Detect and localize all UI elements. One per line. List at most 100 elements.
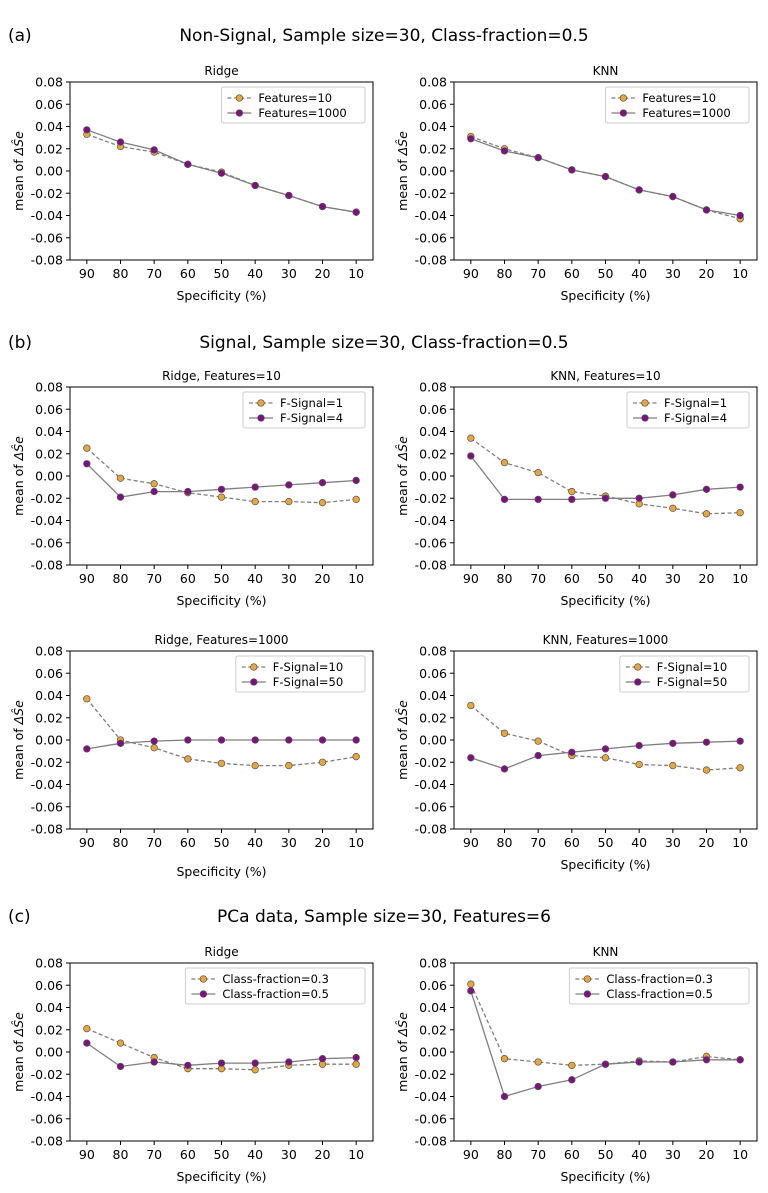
data-point (83, 1024, 91, 1033)
y-tick-label: -0.08 (31, 253, 63, 268)
y-axis-label: mean of ΔŜe (395, 131, 410, 211)
x-axis-label: Specificity (%) (176, 593, 266, 608)
data-point (736, 764, 744, 772)
x-tick-label: 20 (699, 835, 715, 850)
y-tick-label: 0.06 (35, 666, 63, 681)
x-tick-label: 70 (530, 835, 546, 850)
y-axis-label-math: ΔŜe (11, 131, 26, 156)
section-c-label: (c) (8, 907, 31, 927)
y-axis-label: mean of ΔŜe (395, 436, 410, 516)
y-tick-label: -0.02 (415, 1067, 447, 1082)
y-tick-label: 0.02 (419, 710, 447, 725)
x-tick-label: 10 (348, 571, 364, 586)
data-point (150, 480, 158, 488)
data-point (184, 1061, 192, 1069)
data-point (568, 166, 576, 174)
data-point (352, 476, 360, 485)
x-tick-label: 30 (281, 266, 297, 281)
data-point (116, 474, 125, 482)
y-tick-label: -0.08 (31, 822, 63, 837)
data-point (601, 754, 610, 762)
legend-marker (619, 109, 628, 117)
x-tick-label: 90 (463, 266, 479, 281)
x-axis-label: Specificity (%) (560, 1169, 650, 1184)
x-tick-label: 40 (631, 1147, 647, 1162)
legend-marker (634, 678, 642, 686)
legend-marker (257, 414, 265, 422)
x-tick-label: 60 (564, 571, 580, 586)
data-point (318, 736, 327, 744)
x-tick-label: 50 (598, 1147, 614, 1162)
chart-title: KNN, Features=10 (550, 369, 660, 383)
x-tick-label: 80 (497, 266, 513, 281)
x-tick-label: 20 (699, 571, 715, 586)
x-axis-label: Specificity (%) (176, 864, 266, 879)
x-tick-label: 10 (348, 266, 364, 281)
data-point (568, 495, 576, 504)
legend-marker (250, 678, 258, 686)
data-point (601, 745, 610, 753)
x-tick-label: 40 (247, 266, 263, 281)
x-tick-label: 40 (631, 571, 647, 586)
data-point (217, 493, 226, 501)
y-axis-label-math: ΔŜe (11, 436, 26, 461)
y-tick-label: 0.06 (419, 666, 447, 681)
x-tick-label: 20 (315, 266, 331, 281)
data-point (251, 1059, 259, 1067)
data-point (217, 1059, 226, 1067)
section-b-label: (b) (8, 333, 33, 353)
x-tick-label: 70 (146, 266, 162, 281)
y-tick-label: -0.02 (415, 491, 447, 506)
data-point (285, 761, 293, 770)
data-point (500, 1055, 509, 1063)
data-point (635, 1058, 643, 1066)
y-tick-label: 0.00 (419, 1045, 447, 1060)
y-tick-label: 0.00 (35, 164, 63, 179)
x-axis-label: Specificity (%) (560, 593, 650, 608)
x-tick-label: 10 (732, 266, 748, 281)
data-point (669, 491, 677, 499)
legend-box (220, 86, 366, 124)
series-line-a (86, 698, 357, 767)
data-point (568, 748, 576, 756)
y-tick-label: 0.06 (35, 402, 63, 417)
chart-ridge-features-1000: Ridge, Features=1000 0.08 0.06 0.04 0.02 0.00… (0, 631, 384, 881)
data-point (467, 452, 475, 460)
data-point (467, 135, 475, 143)
y-axis-label: mean of ΔŜe (11, 1012, 26, 1092)
y-tick-label: 0.00 (35, 1045, 63, 1060)
y-tick-label: -0.06 (31, 799, 63, 814)
x-tick-label: 50 (214, 266, 230, 281)
y-tick-label: 0.06 (419, 402, 447, 417)
section-a-label: (a) (8, 26, 32, 46)
section-a-title: Non-Signal, Sample size=30, Class-fracti… (179, 26, 589, 46)
x-tick-label: 20 (699, 1147, 715, 1162)
data-point (736, 211, 744, 220)
y-tick-label: 0.06 (35, 978, 63, 993)
data-point (534, 751, 542, 760)
data-point (669, 739, 677, 747)
data-point (736, 1056, 744, 1064)
y-tick-label: 0.02 (35, 141, 63, 156)
y-tick-label: -0.04 (415, 208, 447, 223)
x-tick-label: 20 (315, 835, 331, 850)
legend-label: F-Signal=1 (280, 396, 343, 410)
x-tick-label: 40 (247, 571, 263, 586)
legend-label: F-Signal=50 (273, 675, 343, 689)
x-tick-label: 60 (180, 1147, 196, 1162)
chart-knn-nonsignal: KNN 0.08 0.06 0.04 0.02 0.00 -0.02 -0.04 -0.06 -0… (384, 62, 768, 312)
legend-marker (235, 94, 244, 102)
data-point (702, 738, 711, 746)
data-point (534, 469, 542, 477)
y-axis-label-math: ΔŜe (395, 131, 410, 156)
y-tick-label: 0.08 (419, 956, 447, 971)
x-axis-label: Specificity (%) (560, 857, 650, 872)
y-tick-label: -0.02 (31, 1067, 63, 1082)
data-point (736, 737, 744, 745)
data-point (251, 761, 259, 770)
y-tick-label: 0.08 (35, 956, 63, 971)
x-tick-label: 10 (348, 835, 364, 850)
data-point (217, 485, 226, 493)
x-tick-label: 60 (564, 266, 580, 281)
legend-label: F-Signal=1 (664, 396, 727, 410)
